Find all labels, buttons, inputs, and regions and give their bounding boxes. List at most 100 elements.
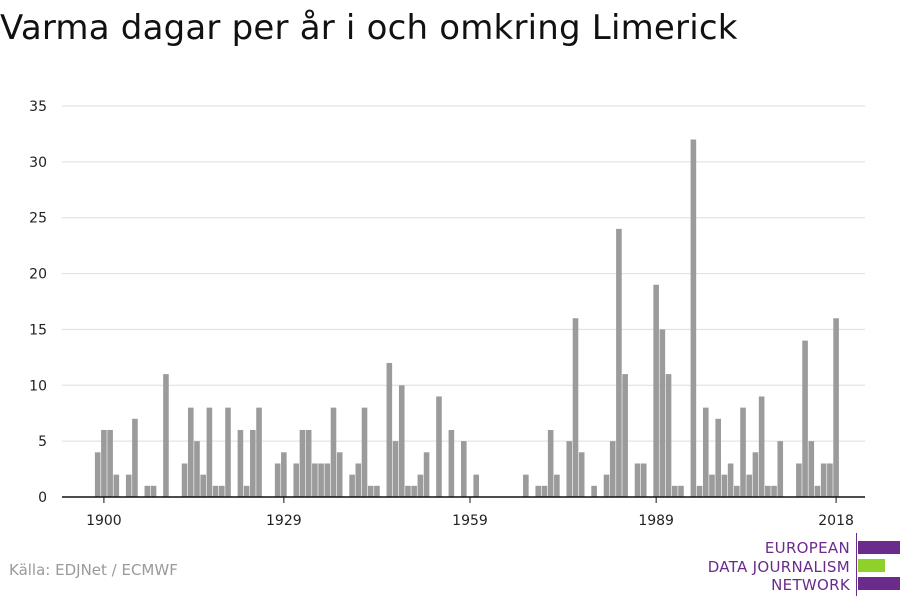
bar-1899	[94, 452, 101, 497]
bar-1973	[554, 474, 560, 497]
bar-1908	[150, 485, 157, 497]
bar-1989	[653, 284, 659, 497]
bar-1918	[212, 485, 219, 497]
bar-2013	[802, 340, 808, 497]
bar-1970	[535, 485, 542, 497]
bar-1902	[113, 474, 120, 497]
logo-line-network: NETWORK	[771, 576, 850, 594]
bar-1901	[107, 429, 113, 497]
bar-1948	[398, 385, 405, 497]
bar-1993	[678, 485, 684, 497]
bar-1937	[330, 407, 337, 497]
bar-1968	[523, 474, 529, 497]
bar-1954	[436, 396, 442, 497]
bar-1941	[355, 463, 362, 497]
bar-1934	[312, 463, 318, 497]
bar-1914	[187, 407, 194, 497]
bar-1992	[671, 485, 678, 497]
x-tick-label: 2018	[818, 513, 854, 529]
bar-1999	[715, 418, 721, 497]
bar-2002	[734, 485, 740, 497]
y-tick-label: 30	[29, 155, 47, 171]
bar-1920	[225, 407, 231, 497]
bar-1997	[702, 407, 709, 497]
bar-1981	[603, 474, 610, 497]
bar-2017	[827, 463, 833, 497]
y-tick-label: 0	[38, 490, 47, 506]
bar-2016	[820, 463, 827, 497]
source-note: Källa: EDJNet / ECMWF	[9, 561, 178, 579]
bar-2007	[765, 485, 771, 497]
y-axis: 0 5 10 15 20 25 30 35	[29, 99, 47, 506]
logo-bar-purple-bottom	[858, 577, 900, 590]
bar-1996	[696, 485, 703, 497]
bar-2012	[796, 463, 802, 497]
bar-1913	[181, 463, 188, 497]
edjnet-logo: EUROPEAN DATA JOURNALISM NETWORK	[700, 530, 900, 600]
bar-1917	[206, 407, 213, 497]
bar-1956	[448, 429, 455, 497]
y-tick-label: 35	[29, 99, 47, 115]
bar-1944	[374, 485, 380, 497]
y-tick-label: 5	[38, 434, 47, 450]
bar-chart: 0 5 10 15 20 25 30 35 1900 1929 1959 1989 2018	[29, 99, 865, 529]
bar-1936	[324, 463, 331, 497]
bar-1922	[237, 429, 244, 497]
bar-2018	[833, 318, 839, 497]
bar-1975	[566, 441, 573, 497]
x-tick-label: 1929	[266, 513, 302, 529]
logo-bar-green	[858, 559, 885, 572]
bar-1900	[101, 429, 107, 497]
bar-1932	[299, 429, 306, 497]
bar-1971	[541, 485, 548, 497]
x-tick-label: 1959	[452, 513, 488, 529]
logo-line-data-journalism: DATA JOURNALISM	[707, 558, 850, 576]
bar-1925	[256, 407, 262, 497]
x-tick-label: 1989	[638, 513, 674, 529]
bar-1982	[609, 441, 616, 497]
bar-1976	[572, 318, 579, 497]
bar-1943	[367, 485, 374, 497]
bar-1995	[690, 139, 697, 497]
bar-1904	[125, 474, 132, 497]
y-tick-label: 20	[29, 267, 47, 283]
bar-1923	[243, 485, 250, 497]
bar-1951	[417, 474, 424, 497]
bar-1972	[547, 429, 554, 497]
gridlines	[62, 105, 865, 442]
x-tick-label: 1900	[86, 513, 122, 529]
bar-1990	[659, 329, 666, 497]
bar-1910	[163, 374, 169, 497]
bar-1916	[200, 474, 206, 497]
bar-2015	[814, 485, 821, 497]
bar-1977	[578, 452, 585, 497]
bar-1983	[616, 228, 622, 497]
bars	[94, 139, 839, 497]
logo-line-european: EUROPEAN	[764, 539, 850, 557]
bar-1998	[709, 474, 715, 497]
bar-2009	[777, 441, 784, 497]
y-tick-label: 25	[29, 211, 47, 227]
x-axis: 1900 1929 1959 1989 2018	[62, 496, 865, 529]
bar-1907	[144, 485, 151, 497]
bar-1938	[336, 452, 343, 497]
bar-1991	[665, 374, 672, 497]
bar-1931	[293, 463, 300, 497]
bar-1933	[305, 429, 312, 497]
bar-1924	[250, 429, 256, 497]
bar-1986	[634, 463, 641, 497]
bar-1905	[132, 418, 138, 497]
bar-1935	[318, 463, 324, 497]
bar-2004	[746, 474, 753, 497]
bar-1940	[349, 474, 355, 497]
bar-1979	[591, 485, 597, 497]
bar-2000	[721, 474, 728, 497]
bar-2001	[727, 463, 734, 497]
bar-2008	[771, 485, 777, 497]
bar-1915	[194, 441, 200, 497]
bar-1952	[423, 452, 430, 497]
bar-1942	[361, 407, 368, 497]
logo-bar-purple-top	[858, 541, 900, 554]
logo-divider	[856, 533, 857, 596]
bar-1929	[281, 452, 287, 497]
